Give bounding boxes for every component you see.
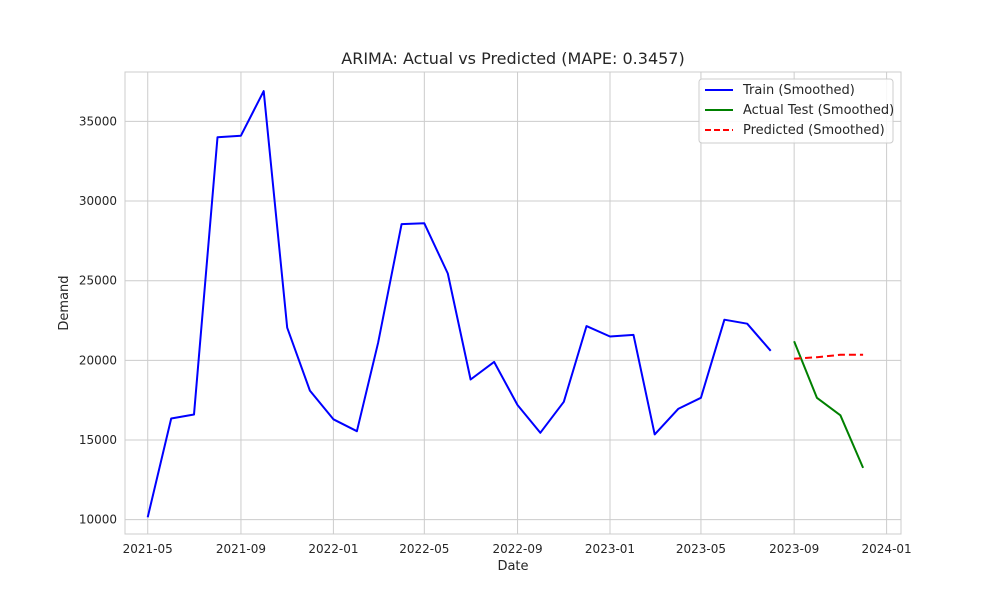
y-tick-labels: 10000 15000 20000 25000 30000 35000 <box>79 114 117 526</box>
series-layer <box>146 90 865 518</box>
x-tick-label: 2022-09 <box>492 542 542 556</box>
x-axis-title: Date <box>497 559 528 574</box>
x-tick-label: 2022-01 <box>308 542 358 556</box>
x-tick-label: 2023-09 <box>769 542 819 556</box>
y-tick-label: 10000 <box>79 513 117 527</box>
legend-label-1: Actual Test (Smoothed) <box>743 103 894 118</box>
chart-title: ARIMA: Actual vs Predicted (MAPE: 0.3457… <box>341 49 684 68</box>
legend: Train (Smoothed) Actual Test (Smoothed) Pr… <box>698 78 894 144</box>
x-tick-label: 2021-05 <box>123 542 173 556</box>
y-axis-title: Demand <box>57 275 72 330</box>
x-tick-label: 2024-01 <box>862 542 912 556</box>
series-line-1 <box>793 340 865 469</box>
y-tick-label: 35000 <box>79 114 117 128</box>
series-line-2 <box>794 353 864 360</box>
legend-label-2: Predicted (Smoothed) <box>743 123 885 138</box>
plot-frame <box>124 71 902 535</box>
x-tick-label: 2021-09 <box>216 542 266 556</box>
series-line-0 <box>146 90 772 518</box>
y-tick-label: 30000 <box>79 194 117 208</box>
legend-label-0: Train (Smoothed) <box>742 83 855 98</box>
x-tick-labels: 2021-05 2021-09 2022-01 2022-05 2022-09 2023-… <box>123 542 912 556</box>
legend-box <box>698 78 894 144</box>
x-tick-label: 2022-05 <box>399 542 449 556</box>
y-tick-label: 25000 <box>79 274 117 288</box>
x-tick-label: 2023-05 <box>676 542 726 556</box>
grid-layer <box>125 72 901 534</box>
y-tick-label: 15000 <box>79 433 117 447</box>
y-tick-label: 20000 <box>79 353 117 367</box>
x-tick-label: 2023-01 <box>585 542 635 556</box>
